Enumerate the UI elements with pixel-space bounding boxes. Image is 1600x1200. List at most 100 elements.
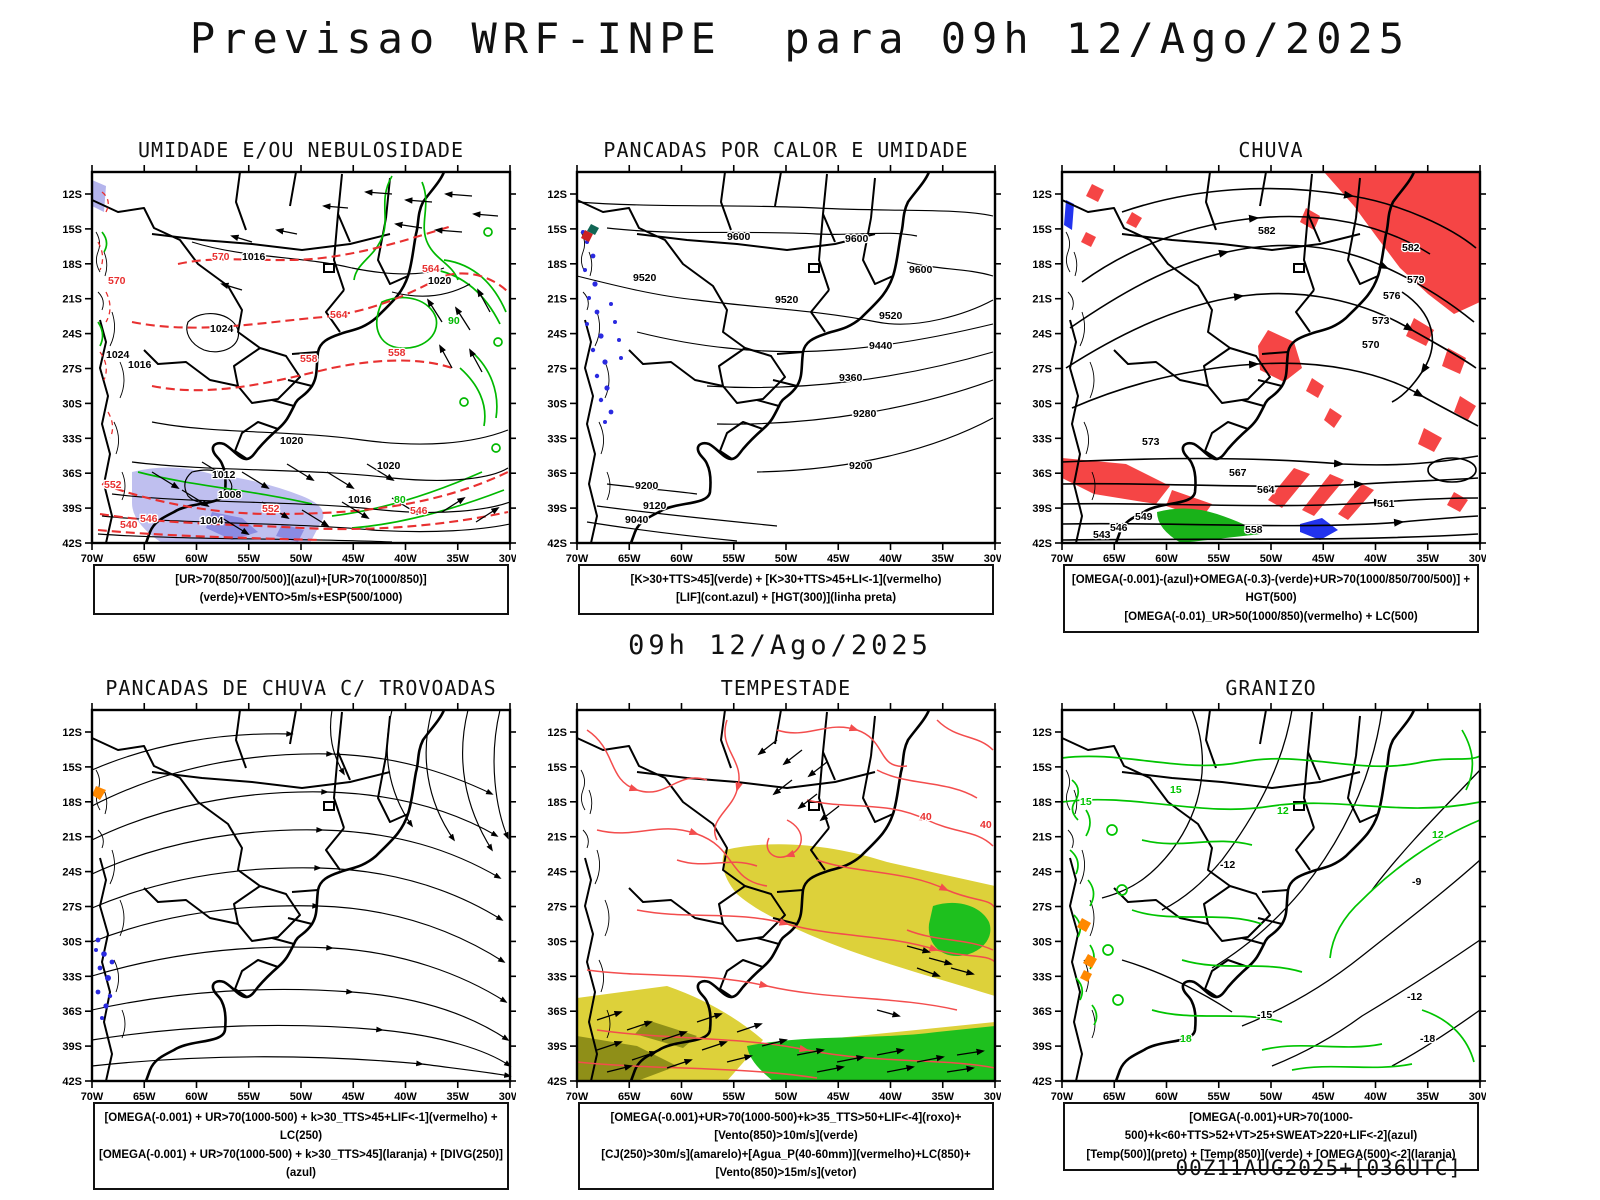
panel-title: PANCADAS DE CHUVA C/ TROVOADAS (105, 676, 497, 700)
svg-text:-12: -12 (1220, 859, 1235, 871)
svg-text:50W: 50W (290, 553, 313, 564)
panel-granizo: GRANIZO (1026, 676, 1486, 1172)
svg-text:55W: 55W (1207, 1091, 1230, 1102)
svg-text:40: 40 (920, 811, 932, 823)
svg-text:42S: 42S (1032, 1076, 1052, 1088)
svg-text:18S: 18S (62, 797, 82, 809)
svg-text:30S: 30S (1032, 398, 1052, 410)
svg-text:1024: 1024 (210, 323, 234, 335)
svg-text:40W: 40W (394, 1091, 417, 1102)
svg-text:36S: 36S (1032, 468, 1052, 480)
svg-text:40: 40 (980, 819, 992, 831)
svg-text:9600: 9600 (845, 233, 869, 245)
svg-text:12S: 12S (62, 727, 82, 739)
svg-text:9600: 9600 (909, 264, 933, 276)
svg-text:558: 558 (300, 353, 318, 365)
svg-text:45W: 45W (342, 1091, 365, 1102)
svg-text:12: 12 (1277, 805, 1289, 817)
svg-text:21S: 21S (62, 832, 82, 844)
svg-text:60W: 60W (1155, 553, 1178, 564)
svg-text:18S: 18S (547, 797, 567, 809)
svg-text:9520: 9520 (633, 272, 657, 284)
svg-text:579: 579 (1407, 274, 1425, 286)
svg-text:42S: 42S (62, 1076, 82, 1088)
svg-text:70W: 70W (81, 553, 104, 564)
panel-trovoadas: PANCADAS DE CHUVA C/ TROVOADAS (56, 676, 516, 1190)
svg-text:1016: 1016 (128, 359, 152, 371)
svg-text:21S: 21S (547, 294, 567, 306)
caption-line: [LIF](cont.azul) + [HGT(300)](linha pret… (675, 592, 897, 605)
svg-text:45W: 45W (827, 1091, 850, 1102)
svg-text:30W: 30W (984, 1091, 1001, 1102)
svg-text:15S: 15S (62, 762, 82, 774)
svg-text:33S: 33S (62, 433, 82, 445)
caption-chuva: [OMEGA(-0.001)-(azul)+OMEGA(-0.3)-(verde… (1063, 564, 1479, 634)
svg-text:30S: 30S (547, 936, 567, 948)
svg-text:9280: 9280 (853, 408, 877, 420)
svg-text:1004: 1004 (200, 515, 224, 527)
svg-text:35W: 35W (931, 553, 954, 564)
svg-text:36S: 36S (547, 1006, 567, 1018)
svg-text:15S: 15S (62, 224, 82, 236)
svg-text:35W: 35W (446, 1091, 469, 1102)
svg-text:39S: 39S (62, 503, 82, 515)
svg-text:39S: 39S (1032, 1041, 1052, 1053)
svg-text:90: 90 (448, 315, 460, 327)
svg-text:33S: 33S (62, 971, 82, 983)
svg-text:1020: 1020 (377, 460, 401, 472)
svg-text:70W: 70W (566, 1091, 589, 1102)
svg-text:42S: 42S (1032, 538, 1052, 550)
svg-text:-15: -15 (1257, 1009, 1272, 1021)
svg-text:70W: 70W (566, 553, 589, 564)
svg-text:1020: 1020 (280, 435, 304, 447)
panel-title: UMIDADE E/OU NEBULOSIDADE (137, 138, 465, 162)
svg-text:546: 546 (140, 513, 158, 525)
svg-text:35W: 35W (1416, 1091, 1439, 1102)
svg-text:45W: 45W (342, 553, 365, 564)
svg-text:45W: 45W (1312, 553, 1335, 564)
svg-text:33S: 33S (1032, 971, 1052, 983)
svg-text:1024: 1024 (106, 349, 130, 361)
svg-text:24S: 24S (62, 867, 82, 879)
svg-text:27S: 27S (1032, 364, 1052, 376)
svg-text:15S: 15S (547, 224, 567, 236)
svg-text:30W: 30W (499, 1091, 516, 1102)
svg-text:567: 567 (1229, 467, 1247, 479)
caption-line: [OMEGA(-0.001) + UR>70(1000-500) + k>30_… (99, 1148, 503, 1180)
svg-text:65W: 65W (1103, 553, 1126, 564)
svg-text:30S: 30S (62, 398, 82, 410)
svg-text:27S: 27S (62, 364, 82, 376)
caption-line: [CJ(250)>30m/s](amarelo)+[Agua_P(40-60mm… (601, 1148, 971, 1180)
svg-text:33S: 33S (547, 971, 567, 983)
svg-text:30S: 30S (547, 398, 567, 410)
svg-text:18S: 18S (1032, 259, 1052, 271)
svg-text:27S: 27S (62, 902, 82, 914)
svg-text:80: 80 (394, 494, 406, 506)
svg-text:573: 573 (1142, 436, 1160, 448)
caption-pancadas-calor: [K>30+TTS>45](verde) + [K>30+TTS>45+LI<-… (578, 564, 994, 615)
map-granizo: 15 12 12 15 18 -12 -9 -15 -12 -18 12S 15S 18S 21S 24S… (1032, 703, 1486, 1102)
svg-text:570: 570 (1362, 339, 1380, 351)
svg-text:552: 552 (262, 503, 280, 515)
caption-line: [OMEGA(-0.001)+UR>70(1000-500)+k>35_TTS>… (610, 1112, 962, 1143)
svg-text:30S: 30S (1032, 936, 1052, 948)
map-trovoadas: 12S 15S 18S 21S 24S 27S 30S 33S 36S 39S 42S 70W 65W 6… (62, 703, 516, 1102)
svg-text:55W: 55W (237, 1091, 260, 1102)
svg-text:33S: 33S (547, 433, 567, 445)
svg-text:9120: 9120 (643, 500, 667, 512)
svg-text:24S: 24S (1032, 867, 1052, 879)
svg-text:21S: 21S (547, 832, 567, 844)
svg-text:50W: 50W (1260, 553, 1283, 564)
panel-title: PANCADAS POR CALOR E UMIDADE (603, 138, 969, 162)
svg-text:30S: 30S (62, 936, 82, 948)
svg-text:9520: 9520 (879, 310, 903, 322)
svg-text:70W: 70W (81, 1091, 104, 1102)
svg-text:18S: 18S (1032, 797, 1052, 809)
svg-text:564: 564 (1257, 484, 1275, 496)
svg-text:561: 561 (1377, 498, 1395, 510)
svg-text:65W: 65W (133, 553, 156, 564)
caption-line: [UR>70(850/700/500)](azul)+[UR>70(1000/8… (175, 574, 427, 605)
svg-text:55W: 55W (722, 553, 745, 564)
svg-text:55W: 55W (237, 553, 260, 564)
